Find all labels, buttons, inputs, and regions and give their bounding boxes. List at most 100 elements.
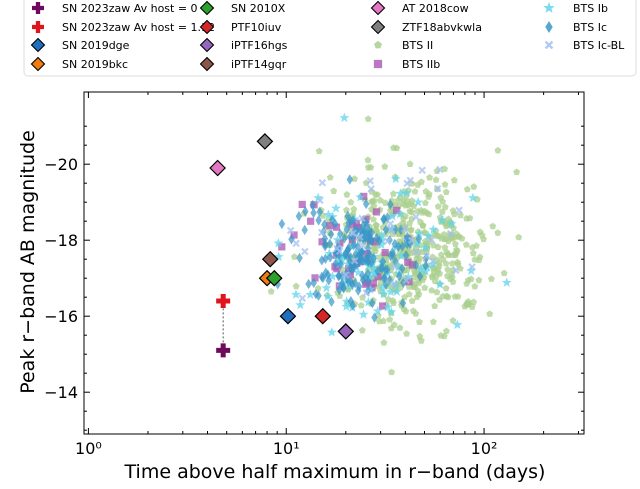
data-point (443, 272, 451, 279)
data-point (400, 305, 408, 313)
data-point (358, 214, 366, 223)
data-point (216, 343, 231, 358)
data-point (500, 269, 508, 277)
data-point (513, 168, 521, 176)
data-point (355, 192, 366, 202)
data-point (346, 231, 354, 242)
legend-item: SN 2019bkc (30, 56, 128, 72)
data-point (346, 174, 354, 185)
legend-item: SN 2019dge (30, 37, 130, 53)
legend-marker (370, 0, 386, 16)
data-point (436, 165, 444, 174)
data-point (278, 218, 286, 230)
data-point (420, 266, 431, 276)
data-point (367, 163, 375, 171)
data-point (324, 248, 335, 258)
data-point (356, 256, 363, 267)
data-point (336, 284, 343, 296)
data-point (417, 206, 425, 214)
legend-marker (370, 19, 386, 35)
data-point (446, 229, 455, 238)
data-point (434, 243, 442, 251)
y-axis-label: Peak r−band AB magnitude (17, 130, 39, 394)
legend-marker (374, 40, 382, 49)
data-point (384, 264, 391, 275)
data-point (425, 210, 433, 218)
data-point (462, 241, 470, 248)
data-point (466, 214, 474, 222)
data-point (456, 211, 464, 219)
data-point (422, 260, 429, 271)
legend-item: SN 2023zaw Av host = 1.12 (32, 21, 215, 34)
data-point (350, 262, 358, 273)
data-point (441, 203, 449, 211)
data-point (295, 299, 306, 310)
legend-marker (373, 59, 383, 69)
data-point (292, 239, 300, 248)
legend-item: iPTF14gqr (199, 56, 287, 72)
data-point (386, 315, 394, 323)
data-point (307, 217, 315, 225)
data-point (357, 301, 365, 309)
data-point (437, 214, 447, 225)
data-point (449, 317, 457, 324)
data-point (331, 203, 341, 213)
data-point (273, 251, 284, 262)
data-point (407, 236, 416, 244)
data-point (393, 262, 404, 272)
data-point (267, 288, 275, 295)
data-point (352, 219, 360, 227)
data-point (368, 268, 379, 278)
data-point (406, 219, 414, 227)
data-point (431, 230, 439, 238)
data-point (330, 187, 338, 194)
data-point (346, 270, 354, 279)
data-point (321, 219, 328, 230)
data-point (327, 271, 338, 281)
data-point (408, 261, 417, 269)
data-point (415, 263, 426, 274)
data-point (407, 226, 415, 233)
legend-item: PTF10iuv (199, 19, 282, 35)
data-point (371, 197, 378, 204)
data-point (422, 252, 431, 260)
x-tick-label: 10⁰ (75, 439, 102, 458)
data-point (354, 285, 362, 296)
data-point (423, 231, 434, 241)
data-point (439, 198, 447, 205)
legend-label: iPTF14gqr (231, 58, 287, 71)
data-point (407, 249, 415, 257)
data-point (343, 206, 350, 214)
data-point (305, 278, 312, 290)
x-tick-label: 10¹ (273, 439, 300, 458)
data-point (337, 323, 355, 340)
data-point (372, 191, 379, 198)
data-point (429, 257, 437, 265)
data-point (467, 275, 475, 283)
data-point (441, 180, 449, 188)
data-point (463, 280, 471, 287)
data-point (390, 173, 401, 184)
data-point (403, 179, 411, 188)
data-point (413, 254, 421, 262)
data-point (387, 225, 396, 234)
data-point (338, 278, 346, 289)
data-point (393, 206, 401, 214)
data-point (401, 187, 412, 198)
data-point (316, 206, 323, 218)
data-point (372, 208, 381, 216)
data-point (389, 190, 397, 197)
legend-marker (199, 0, 215, 16)
data-point (450, 176, 458, 184)
data-point (468, 243, 476, 251)
data-point (433, 184, 442, 193)
data-point (421, 284, 429, 291)
data-point (332, 234, 343, 245)
data-point (417, 337, 425, 344)
data-point (345, 242, 353, 254)
data-point (400, 224, 409, 233)
data-point (405, 290, 413, 298)
data-point (362, 198, 370, 210)
data-point (372, 238, 380, 246)
data-point (351, 175, 358, 182)
